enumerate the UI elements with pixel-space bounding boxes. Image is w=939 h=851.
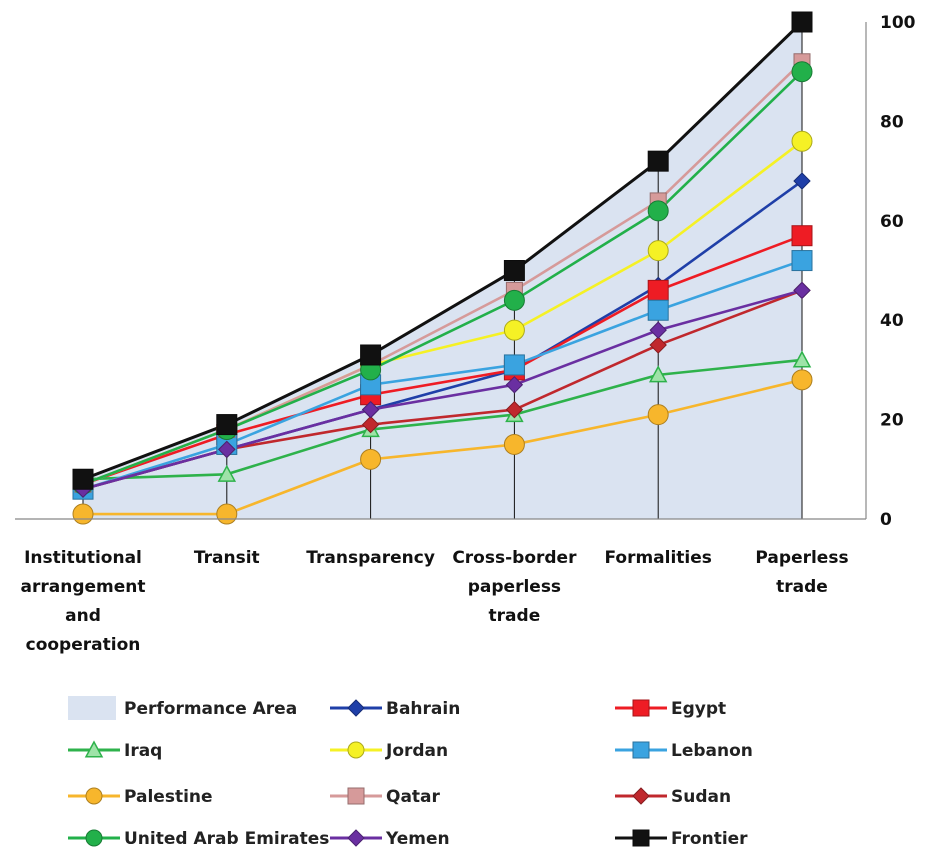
series-line-yemen bbox=[82, 289, 803, 491]
x-category-label-line: paperless bbox=[468, 577, 561, 597]
x-category-label: Cross-border paperless trade bbox=[452, 548, 577, 626]
marker-lebanon bbox=[791, 250, 813, 272]
legend-marker-lebanon bbox=[632, 741, 650, 759]
y-tick-label: 20 bbox=[880, 411, 904, 431]
legend-marker-bahrain bbox=[347, 699, 365, 717]
marker-lebanon bbox=[647, 299, 669, 321]
marker-yemen bbox=[361, 400, 380, 419]
legend-label-frontier: Frontier bbox=[671, 829, 748, 849]
x-category-label-line: Paperless bbox=[755, 548, 848, 568]
marker-frontier bbox=[791, 11, 813, 33]
legend-label-iraq: Iraq bbox=[124, 741, 162, 761]
marker-lebanon bbox=[503, 354, 525, 376]
x-category-label: Institutional arrangement and cooperation bbox=[21, 548, 146, 655]
legend-marker-qatar bbox=[347, 787, 365, 805]
x-category-label: Transparency bbox=[306, 548, 435, 568]
legend-marker-united-arab-emirates bbox=[85, 829, 103, 847]
legend-marker-jordan bbox=[347, 741, 365, 759]
marker-jordan bbox=[647, 240, 669, 262]
marker-united-arab-emirates bbox=[647, 200, 669, 222]
legend-marker-frontier bbox=[632, 829, 650, 847]
series-lines-layer bbox=[82, 20, 804, 516]
legend-label-united-arab-emirates: United Arab Emirates bbox=[124, 829, 329, 849]
marker-jordan bbox=[791, 130, 813, 152]
performance-area bbox=[83, 22, 802, 519]
series-line-lebanon bbox=[82, 259, 803, 491]
x-category-label-line: Transit bbox=[194, 548, 260, 568]
marker-palestine bbox=[503, 433, 525, 455]
x-category-labels: Institutional arrangement and cooperation Tr… bbox=[21, 548, 849, 655]
legend-label-palestine: Palestine bbox=[124, 787, 213, 807]
x-category-label-line: trade bbox=[489, 606, 541, 626]
y-tick-label: 0 bbox=[880, 510, 892, 530]
series-line-frontier bbox=[82, 20, 804, 481]
legend-label-yemen: Yemen bbox=[385, 829, 450, 849]
marker-bahrain bbox=[793, 172, 811, 190]
legend-label-lebanon: Lebanon bbox=[671, 741, 753, 761]
legend-marker-yemen bbox=[347, 829, 365, 847]
marker-united-arab-emirates bbox=[791, 61, 813, 83]
marker-yemen bbox=[505, 376, 524, 394]
y-tick-label: 100 bbox=[880, 13, 916, 33]
legend-label-bahrain: Bahrain bbox=[386, 699, 460, 719]
legend-label-performance-area: Performance Area bbox=[124, 699, 297, 719]
marker-iraq bbox=[648, 365, 668, 383]
marker-sudan bbox=[361, 415, 380, 434]
legend-label-qatar: Qatar bbox=[386, 787, 441, 807]
marker-frontier bbox=[503, 260, 525, 281]
y-tick-labels: 0 20 40 60 80 100 bbox=[880, 13, 916, 530]
legend: Performance Area Bahrain Egypt Iraq Jordan Le… bbox=[68, 696, 753, 849]
x-category-label-line: Formalities bbox=[604, 548, 711, 568]
series-line-united-arab-emirates bbox=[82, 70, 803, 486]
marker-palestine bbox=[216, 503, 238, 525]
x-category-label-line: and bbox=[65, 606, 101, 626]
marker-yemen bbox=[793, 281, 811, 300]
marker-iraq bbox=[217, 464, 237, 482]
x-category-label-line: trade bbox=[776, 577, 828, 597]
legend-marker-iraq bbox=[84, 740, 104, 758]
legend-label-egypt: Egypt bbox=[671, 699, 726, 719]
marker-yemen bbox=[218, 440, 236, 459]
marker-yemen bbox=[649, 321, 667, 339]
x-category-label-line: Cross-border bbox=[452, 548, 577, 568]
marker-frontier bbox=[647, 150, 669, 172]
x-category-label-line: arrangement bbox=[21, 577, 146, 597]
series-line-iraq bbox=[82, 358, 803, 481]
y-tick-label: 80 bbox=[880, 112, 904, 132]
marker-frontier bbox=[216, 414, 238, 436]
x-category-label-line: cooperation bbox=[26, 635, 141, 655]
legend-marker-sudan bbox=[632, 787, 650, 805]
y-tick-label: 60 bbox=[880, 212, 904, 232]
x-category-label: Paperless trade bbox=[755, 548, 848, 597]
legend-label-sudan: Sudan bbox=[671, 787, 731, 807]
legend-marker-palestine bbox=[85, 787, 103, 805]
legend-label-jordan: Jordan bbox=[385, 741, 448, 761]
marker-palestine bbox=[647, 404, 669, 426]
marker-frontier bbox=[360, 344, 382, 366]
marker-egypt bbox=[647, 279, 669, 301]
legend-marker-egypt bbox=[632, 699, 650, 717]
marker-egypt bbox=[791, 225, 813, 247]
marker-iraq bbox=[792, 350, 812, 368]
x-category-label-line: Transparency bbox=[306, 548, 435, 568]
marker-united-arab-emirates bbox=[503, 289, 525, 311]
series-line-egypt bbox=[82, 234, 803, 486]
marker-palestine bbox=[72, 503, 94, 525]
marker-palestine bbox=[791, 369, 813, 391]
x-category-label-line: Institutional bbox=[24, 548, 142, 568]
marker-palestine bbox=[360, 448, 382, 470]
marker-frontier bbox=[72, 468, 94, 490]
marker-sudan bbox=[649, 336, 667, 354]
series-line-palestine bbox=[83, 378, 803, 516]
marker-jordan bbox=[503, 319, 525, 341]
performance-area-layer bbox=[83, 22, 802, 519]
axes-layer bbox=[15, 22, 867, 520]
x-category-label: Transit bbox=[194, 548, 260, 568]
y-tick-label: 40 bbox=[880, 311, 904, 331]
marker-sudan bbox=[505, 400, 524, 419]
legend-swatch-performance-area bbox=[68, 696, 116, 720]
x-category-label: Formalities bbox=[604, 548, 711, 568]
